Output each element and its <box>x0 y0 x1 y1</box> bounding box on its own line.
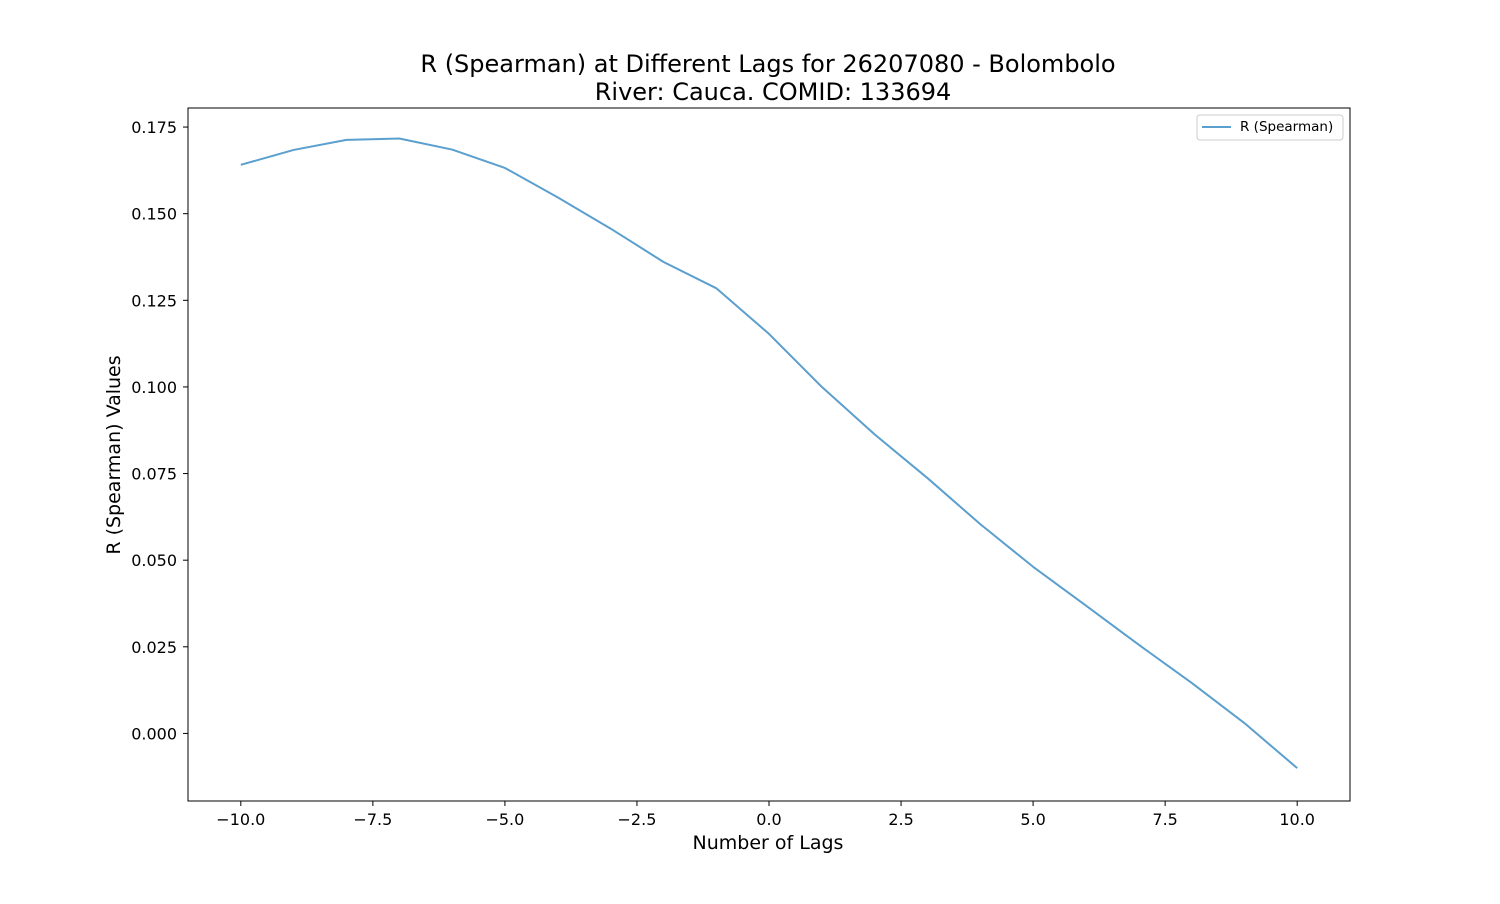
x-tick-label: 2.5 <box>888 810 913 829</box>
x-tick-label: 0.0 <box>756 810 781 829</box>
x-tick-label: −5.0 <box>485 810 524 829</box>
y-axis-ticks: 0.000 0.025 0.050 0.075 0.100 0.125 0.150 0.175 <box>131 118 188 743</box>
y-tick-label: 0.075 <box>131 465 177 484</box>
y-tick-label: 0.125 <box>131 291 177 310</box>
x-axis-ticks: −10.0 −7.5 −5.0 −2.5 0.0 2.5 5.0 7.5 10.0 <box>216 801 1315 829</box>
x-tick-label: 5.0 <box>1020 810 1045 829</box>
x-axis-label: Number of Lags <box>693 832 844 854</box>
y-axis-label: R (Spearman) Values <box>103 355 125 554</box>
legend-box <box>1196 114 1344 141</box>
y-tick-label: 0.150 <box>131 205 177 224</box>
x-tick-label: 10.0 <box>1279 810 1315 829</box>
y-tick-label: 0.050 <box>131 551 177 570</box>
x-tick-label: 7.5 <box>1152 810 1177 829</box>
chart-title-line-2: River: Cauca. COMID: 133694 <box>595 78 952 106</box>
y-tick-label: 0.100 <box>131 378 177 397</box>
x-tick-label: −7.5 <box>353 810 392 829</box>
legend: R (Spearman) <box>1196 114 1344 141</box>
legend-label: R (Spearman) <box>1240 119 1333 135</box>
y-tick-label: 0.000 <box>131 724 177 743</box>
series-line-r-spearman <box>240 137 1298 769</box>
y-tick-label: 0.175 <box>131 118 177 137</box>
y-tick-label: 0.025 <box>131 638 177 657</box>
chart-title-line-1: R (Spearman) at Different Lags for 26207… <box>420 50 1115 78</box>
x-tick-label: −2.5 <box>618 810 657 829</box>
x-tick-label: −10.0 <box>216 810 265 829</box>
